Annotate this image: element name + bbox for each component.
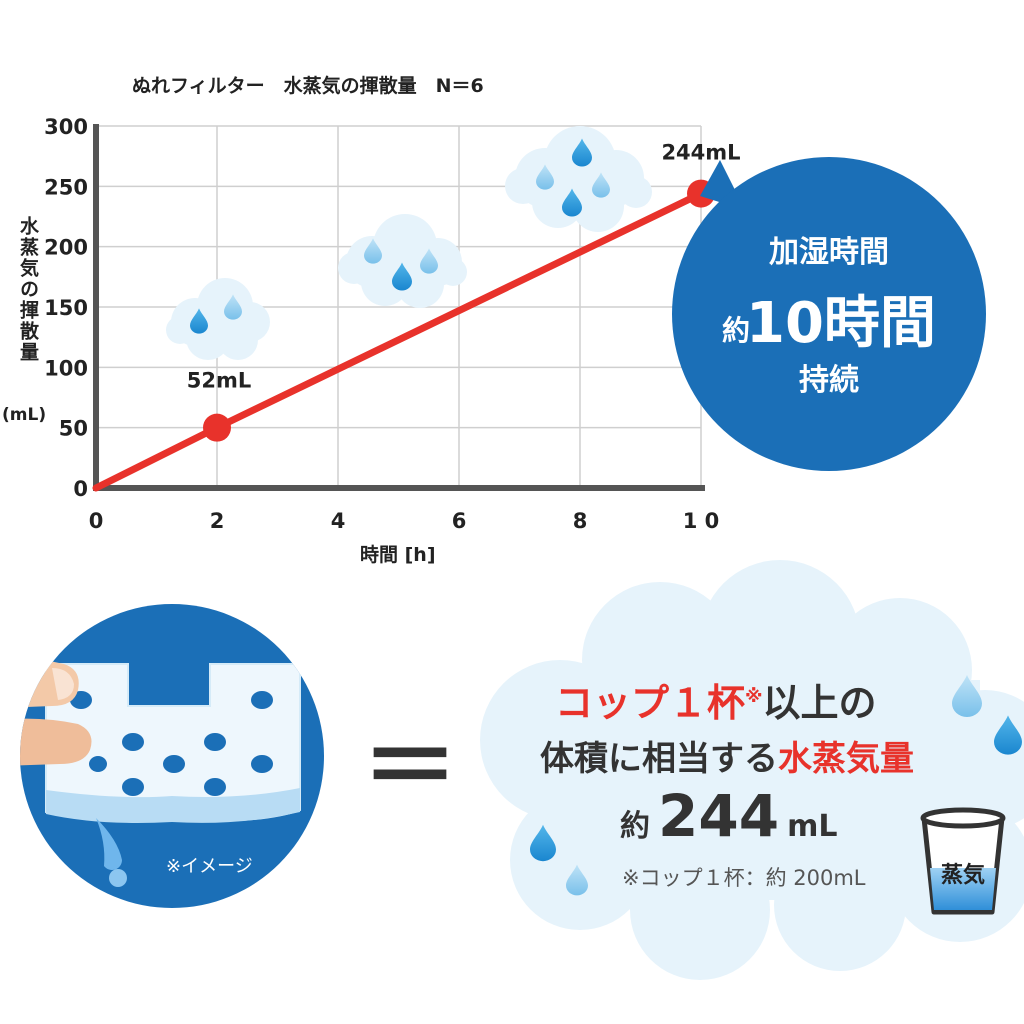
callout-prefix: 約 xyxy=(722,314,750,347)
headline-black: 以上の xyxy=(763,681,877,725)
headline-note: ※ xyxy=(745,686,763,707)
callout-line3: 持続 xyxy=(799,363,859,398)
y-axis-unit: (mL) xyxy=(2,405,46,425)
cup-icon: 蒸気 xyxy=(920,807,1006,915)
x-tick-labels: 0 2 4 6 8 1 0 xyxy=(89,509,720,533)
volume-unit: mL xyxy=(787,809,837,844)
y-tick-label: 0 xyxy=(73,477,88,501)
headline-line1: コップ１杯※以上の xyxy=(555,681,877,725)
x-tick-label: 0 xyxy=(89,509,104,533)
callout-big: 10時間 xyxy=(746,291,936,356)
headline-red: コップ１杯 xyxy=(555,681,745,725)
cloud-icon xyxy=(166,278,270,360)
wet-filter-image: ※イメージ xyxy=(20,604,324,908)
y-tick-label: 50 xyxy=(59,417,88,441)
footnote: ※コップ１杯：約 200mL xyxy=(622,866,866,890)
headline-line2-red: 水蒸気量 xyxy=(778,739,914,779)
data-label: 244mL xyxy=(661,141,740,165)
x-tick-label: 6 xyxy=(452,509,467,533)
callout-bubble: 加湿時間 約 10時間 持続 xyxy=(672,157,986,471)
x-tick-label: 8 xyxy=(573,509,588,533)
volume-value: 244 xyxy=(658,782,779,850)
y-tick-label: 100 xyxy=(44,356,88,380)
x-tick-label: 1 0 xyxy=(683,509,720,533)
x-tick-label: 2 xyxy=(210,509,225,533)
volume-line: 約 244 mL xyxy=(620,782,837,850)
data-point xyxy=(203,413,231,442)
y-tick-labels: 0 50 100 150 200 250 300 xyxy=(44,115,88,501)
highlight-points: 52mL 244mL xyxy=(187,141,741,442)
chart-title: ぬれフィルター 水蒸気の揮散量 N＝6 xyxy=(132,74,484,97)
volume-prefix: 約 xyxy=(620,809,650,844)
y-tick-label: 150 xyxy=(44,296,88,320)
y-axis-label: 水蒸気の揮散量 xyxy=(17,216,39,363)
x-tick-label: 4 xyxy=(331,509,346,533)
headline-line2-black: 体積に相当する xyxy=(540,739,778,779)
headline-line2: 体積に相当する水蒸気量 xyxy=(540,739,914,779)
equals-sign: ＝ xyxy=(362,711,458,823)
callout-circle xyxy=(672,157,986,471)
data-label: 52mL xyxy=(187,369,252,393)
x-axis-label: 時間 [h] xyxy=(360,544,436,566)
y-tick-label: 300 xyxy=(44,115,88,139)
callout-line1: 加湿時間 xyxy=(769,235,889,270)
image-note: ※イメージ xyxy=(166,856,253,877)
cup-label: 蒸気 xyxy=(941,862,985,888)
y-tick-label: 200 xyxy=(44,236,88,260)
y-tick-label: 250 xyxy=(44,175,88,199)
